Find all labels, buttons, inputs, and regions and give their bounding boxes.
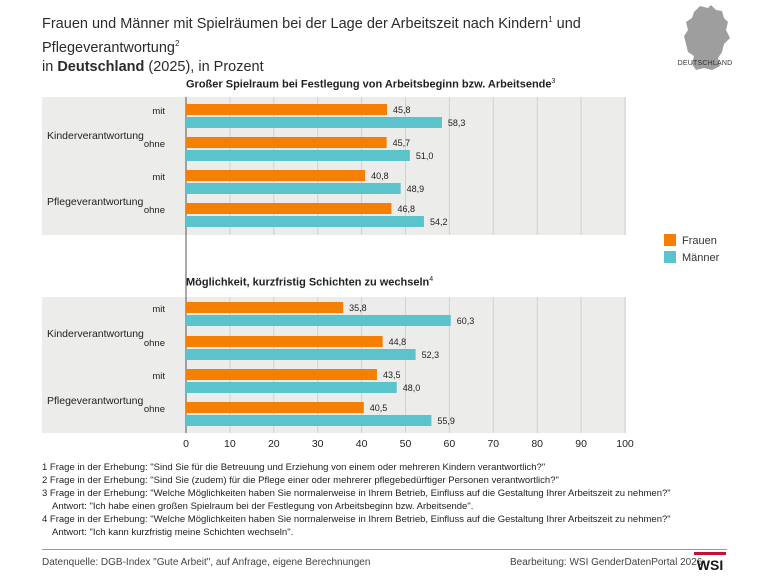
title-line1-a: Frauen und Männer mit Spielräumen bei de…	[42, 15, 549, 32]
legend-item-maenner: Männer	[664, 251, 719, 264]
data-label-maenner: 58,3	[448, 118, 466, 128]
legend-label-maenner: Männer	[682, 252, 720, 264]
x-tick-label: 0	[183, 438, 189, 450]
data-label-frauen: 45,7	[393, 138, 411, 148]
footnote-3-answer: Antwort: "Ich habe einen großen Spielrau…	[42, 501, 474, 512]
footer-divider	[42, 549, 727, 550]
bar-frauen	[186, 137, 387, 148]
bar-maenner	[186, 382, 397, 393]
title-footnote-2: 2	[175, 38, 180, 48]
x-tick-label: 40	[356, 438, 368, 450]
map-label: DEUTSCHLAND	[677, 60, 733, 67]
x-tick-label: 20	[268, 438, 280, 450]
panel-2-title-footnote: 4	[429, 276, 434, 283]
data-label-maenner: 52,3	[422, 350, 440, 360]
group-label: Kinderverantwortung	[47, 328, 144, 340]
bar-frauen	[186, 336, 383, 347]
footnote-3: 3 Frage in der Erhebung: "Welche Möglich…	[42, 488, 671, 499]
wsi-logo: WSI	[694, 552, 726, 572]
panel-1-title-footnote: 3	[551, 78, 556, 85]
svg-text:WSI: WSI	[697, 557, 723, 572]
row-label: ohne	[144, 338, 165, 349]
footnotes: 1 Frage in der Erhebung: "Sind Sie für d…	[42, 461, 732, 539]
data-label-frauen: 44,8	[389, 337, 407, 347]
x-tick-label: 70	[487, 438, 499, 450]
data-label-frauen: 43,5	[383, 370, 401, 380]
bar-chart: 0 10 20 30 40 50 60 70 80 90 100 Kinderverantwortun…	[47, 97, 634, 450]
data-label-maenner: 48,0	[403, 383, 421, 393]
group-label: Pflegeverantwortung	[47, 196, 143, 208]
data-label-maenner: 51,0	[416, 151, 434, 161]
panel-1-title-text: Großer Spielraum bei Festlegung von Arbe…	[186, 78, 552, 91]
row-label: ohne	[144, 139, 165, 150]
group-label: Pflegeverantwortung	[47, 395, 143, 407]
footnote-2: 2 Frage in der Erhebung: "Sind Sie (zude…	[42, 475, 559, 486]
bar-frauen	[186, 170, 366, 181]
group-label: Kinderverantwortung	[47, 130, 144, 142]
bar-maenner	[186, 183, 401, 194]
legend-swatch-frauen	[664, 234, 676, 246]
germany-map-icon	[684, 5, 730, 70]
bar-frauen	[186, 402, 364, 413]
data-label-maenner: 54,2	[430, 217, 448, 227]
bar-frauen	[186, 302, 344, 313]
title-line1-b: und Pflegeverantwortung	[42, 15, 581, 56]
data-label-frauen: 45,8	[393, 105, 411, 115]
x-tick-label: 10	[224, 438, 236, 450]
bar-maenner	[186, 349, 416, 360]
x-tick-label: 60	[444, 438, 456, 450]
row-label: mit	[152, 106, 165, 117]
data-label-frauen: 35,8	[349, 303, 367, 313]
data-label-frauen: 40,5	[370, 403, 388, 413]
data-label-frauen: 40,8	[371, 171, 389, 181]
row-label: mit	[152, 371, 165, 382]
footnote-1: 1 Frage in der Erhebung: "Sind Sie für d…	[42, 462, 546, 473]
bar-frauen	[186, 104, 388, 115]
data-label-maenner: 55,9	[437, 416, 455, 426]
title-line2-a: in	[42, 58, 58, 75]
credit: Bearbeitung: WSI GenderDatenPortal 2026	[510, 557, 703, 568]
data-label-maenner: 48,9	[407, 184, 425, 194]
bar-maenner	[186, 150, 410, 161]
legend-item-frauen: Frauen	[664, 234, 719, 247]
footnote-4-answer: Antwort: "Ich kann kurzfristig meine Sch…	[42, 527, 294, 538]
legend-label-frauen: Frauen	[682, 235, 717, 247]
title-country: Deutschland	[57, 58, 145, 75]
bar-maenner	[186, 415, 432, 426]
legend-swatch-maenner	[664, 251, 676, 263]
row-label: mit	[152, 172, 165, 183]
x-tick-label: 50	[400, 438, 412, 450]
x-tick-label: 90	[575, 438, 587, 450]
row-label: ohne	[144, 404, 165, 415]
x-tick-label: 30	[312, 438, 324, 450]
title-footnote-1: 1	[548, 15, 553, 24]
data-label-maenner: 60,3	[457, 316, 475, 326]
row-label: mit	[152, 304, 165, 315]
data-label-frauen: 46,8	[397, 204, 415, 214]
title-line2-b: (2025), in Prozent	[144, 58, 264, 75]
chart-title: Frauen und Männer mit Spielräumen bei de…	[42, 10, 662, 77]
x-tick-label: 80	[531, 438, 543, 450]
legend: Frauen Männer	[664, 234, 719, 264]
data-source: Datenquelle: DGB-Index "Gute Arbeit", au…	[42, 557, 371, 568]
panel-2-title-text: Möglichkeit, kurzfristig Schichten zu we…	[186, 276, 430, 289]
bar-maenner	[186, 216, 424, 227]
x-tick-label: 100	[616, 438, 634, 450]
row-label: ohne	[144, 205, 165, 216]
bar-frauen	[186, 369, 377, 380]
bar-maenner	[186, 117, 442, 128]
footnote-4: 4 Frage in der Erhebung: "Welche Möglich…	[42, 514, 671, 525]
panel-1-title: Großer Spielraum bei Festlegung von Arbe…	[186, 78, 555, 91]
bar-frauen	[186, 203, 392, 214]
panel-2-title: Möglichkeit, kurzfristig Schichten zu we…	[186, 276, 433, 289]
bar-maenner	[186, 315, 451, 326]
